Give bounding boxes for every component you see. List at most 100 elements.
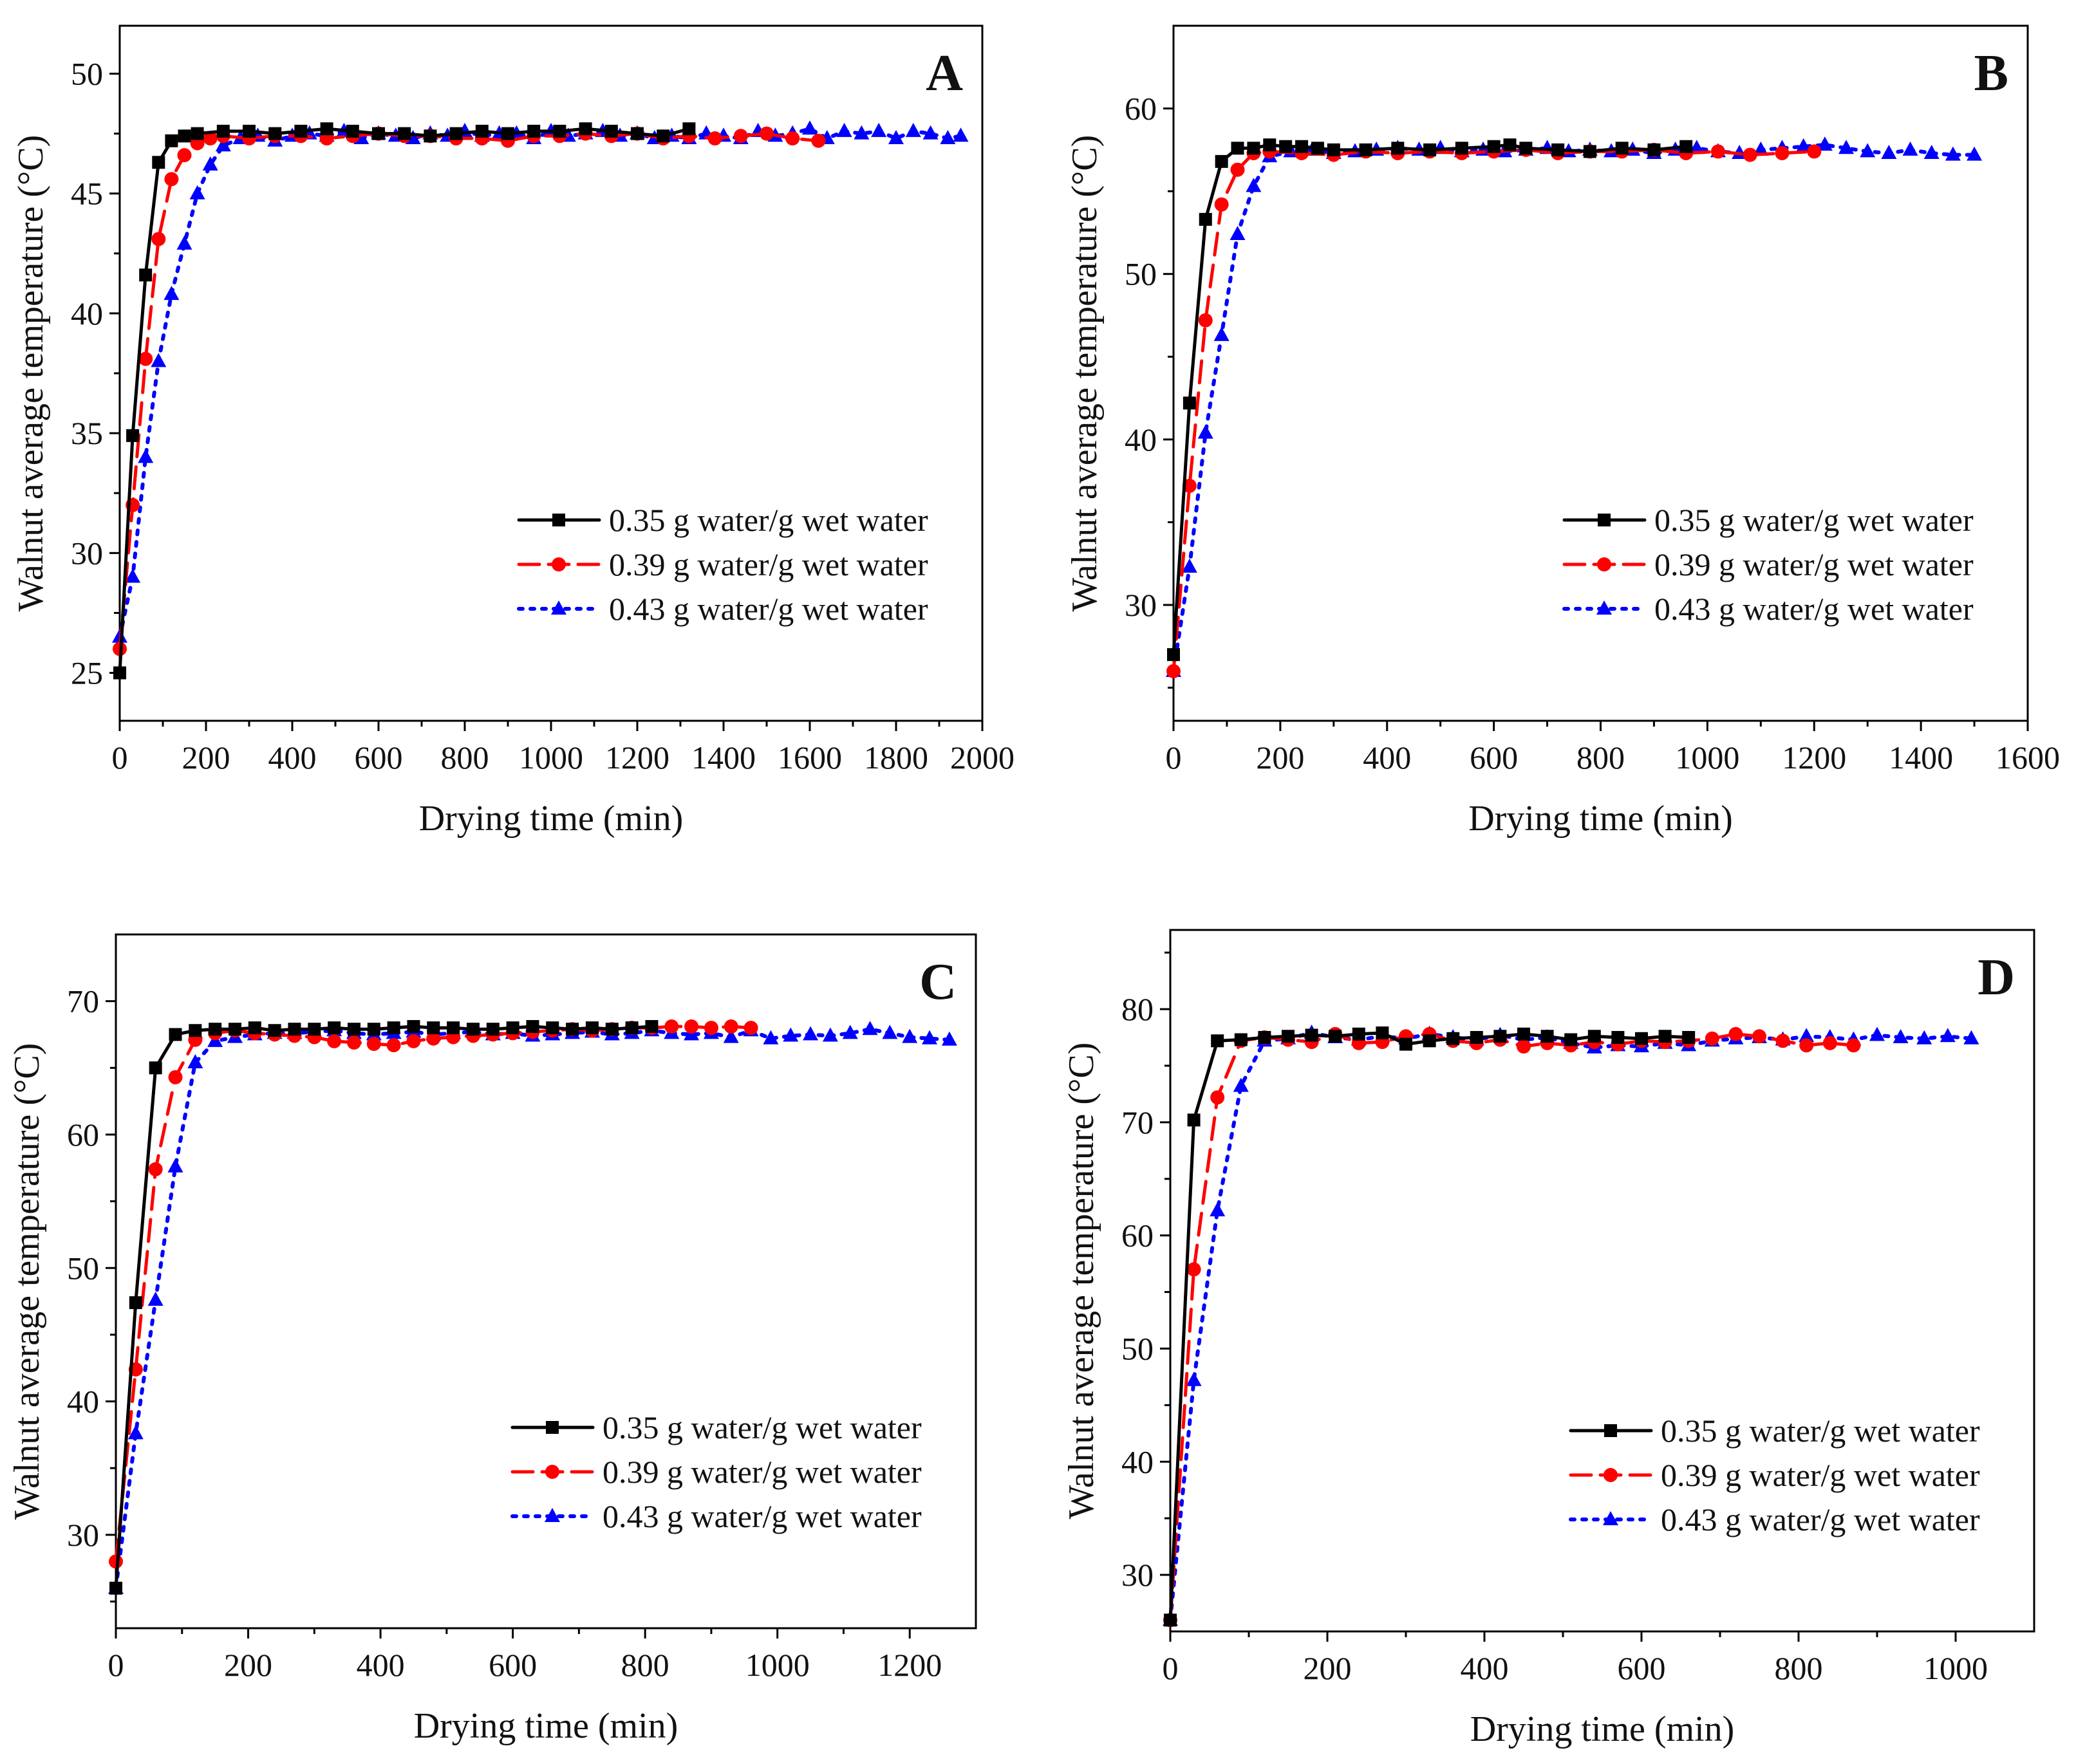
data-point	[1710, 144, 1725, 159]
data-point	[1587, 1030, 1601, 1043]
data-point	[1846, 1038, 1861, 1053]
data-point	[1564, 1033, 1578, 1046]
data-point	[506, 1021, 519, 1035]
data-point	[308, 1023, 321, 1036]
data-point	[783, 1027, 799, 1042]
data-point	[1923, 145, 1940, 159]
legend-label: 0.43 g water/g wet water	[1661, 1501, 1980, 1537]
data-point	[1682, 1031, 1696, 1044]
x-tick-label: 0	[112, 739, 128, 775]
data-point	[346, 1035, 361, 1050]
data-point	[1167, 648, 1180, 662]
x-tick-label: 1400	[691, 739, 756, 775]
y-axis-title: Walnut average temperature (°C)	[1065, 135, 1105, 612]
data-point	[1517, 1039, 1531, 1054]
legend-label: 0.43 g water/g wet water	[603, 1498, 922, 1534]
data-point	[1945, 146, 1961, 161]
panel-d: 0 200 400 600 800 1000 30 40 50 60 70 80 Drying time…	[1061, 929, 2035, 1749]
y-tick-label: 30	[1121, 1557, 1154, 1593]
data-point	[294, 124, 308, 138]
data-point	[1540, 1030, 1554, 1043]
data-point	[743, 1021, 758, 1035]
data-point	[1519, 142, 1533, 155]
data-point	[1799, 1038, 1814, 1053]
x-tick-label: 0	[1163, 1650, 1179, 1686]
data-point	[723, 1028, 739, 1043]
data-point	[1688, 140, 1705, 154]
data-point	[579, 122, 592, 136]
data-point	[664, 1019, 679, 1034]
data-point	[447, 1021, 460, 1035]
y-tick-label: 40	[1125, 422, 1157, 458]
data-point	[398, 127, 411, 140]
x-tick-label: 400	[357, 1647, 405, 1683]
data-point	[1210, 1090, 1225, 1105]
data-point	[836, 122, 852, 137]
data-point	[631, 127, 644, 140]
series-line	[1168, 1031, 1690, 1622]
data-point	[386, 1038, 401, 1053]
panel-letter: B	[1974, 45, 2008, 102]
data-point	[604, 124, 618, 138]
data-point	[1487, 140, 1501, 153]
data-point	[129, 1296, 142, 1310]
legend-marker	[552, 514, 565, 526]
x-tick-label: 1200	[1782, 739, 1846, 775]
data-point	[1186, 1262, 1201, 1277]
data-point	[148, 1162, 163, 1176]
data-point	[151, 232, 166, 246]
data-point	[704, 1021, 718, 1035]
x-tick-label: 1000	[745, 1647, 810, 1683]
legend: 0.35 g water/g wet water 0.39 g water/g w…	[517, 502, 928, 627]
legend-marker	[1604, 1468, 1618, 1482]
data-point	[1893, 1029, 1909, 1044]
data-point	[165, 134, 178, 147]
data-point	[152, 156, 165, 169]
data-point	[1197, 424, 1213, 439]
y-tick-label: 60	[1121, 1218, 1154, 1254]
data-point	[1679, 140, 1693, 153]
data-point	[1399, 1037, 1412, 1051]
legend: 0.35 g water/g wet water 0.39 g water/g w…	[1569, 1413, 1980, 1537]
data-point	[169, 1028, 182, 1041]
data-point	[346, 124, 359, 138]
data-point	[941, 1031, 957, 1046]
data-point	[151, 353, 167, 367]
x-tick-label: 600	[1618, 1650, 1666, 1686]
data-point	[1352, 1027, 1365, 1041]
data-point	[1753, 141, 1769, 156]
data-point	[191, 127, 204, 140]
data-point	[1246, 178, 1262, 192]
data-point	[1795, 138, 1811, 153]
plot-frame	[115, 933, 977, 1629]
data-point	[387, 1021, 400, 1035]
data-point	[1211, 1034, 1224, 1048]
data-point	[406, 1034, 421, 1048]
data-point	[1822, 1035, 1837, 1050]
data-point	[527, 124, 541, 138]
data-point	[1329, 1030, 1342, 1043]
y-tick-label: 30	[1125, 587, 1157, 623]
data-point	[1233, 1077, 1249, 1092]
y-tick-label: 60	[1125, 91, 1157, 127]
y-tick-label: 50	[1125, 256, 1157, 292]
data-point	[126, 429, 140, 442]
data-point	[905, 122, 921, 137]
data-point	[176, 235, 192, 250]
data-point	[1187, 1113, 1201, 1127]
data-point	[1423, 1034, 1436, 1048]
data-point	[147, 1292, 164, 1306]
x-tick-label: 200	[182, 739, 230, 775]
x-tick-label: 0	[108, 1647, 124, 1683]
data-point	[189, 185, 205, 200]
y-tick-label: 40	[67, 1384, 99, 1420]
data-point	[1247, 142, 1260, 155]
x-tick-label: 400	[1363, 739, 1411, 775]
data-point	[1869, 1026, 1885, 1041]
data-point	[248, 1021, 261, 1035]
y-tick-label: 70	[1121, 1104, 1154, 1140]
legend-marker	[551, 600, 566, 615]
x-tick-label: 400	[1461, 1650, 1509, 1686]
data-point	[1583, 145, 1596, 158]
